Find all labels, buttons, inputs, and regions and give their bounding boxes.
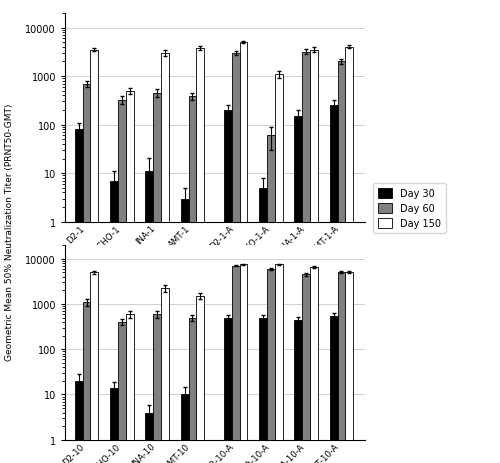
Bar <box>224 318 232 463</box>
Bar <box>118 101 126 463</box>
Bar <box>75 381 82 463</box>
Bar <box>82 84 90 463</box>
Bar <box>188 318 196 463</box>
Bar <box>240 265 248 463</box>
Text: Geometric Mean 50% Neutralization Titer (PRNT50-GMT): Geometric Mean 50% Neutralization Titer … <box>5 103 14 360</box>
Bar <box>90 50 98 463</box>
Bar <box>232 266 239 463</box>
Bar <box>259 188 267 463</box>
Bar <box>110 388 118 463</box>
Bar <box>338 63 345 463</box>
Bar <box>153 94 161 463</box>
Bar <box>196 296 204 463</box>
Bar <box>146 172 153 463</box>
Bar <box>90 273 98 463</box>
Bar <box>126 92 134 463</box>
Bar <box>338 273 345 463</box>
Bar <box>75 130 82 463</box>
Bar <box>196 49 204 463</box>
Bar <box>310 50 318 463</box>
Bar <box>180 394 188 463</box>
Bar <box>330 316 338 463</box>
Bar <box>302 52 310 463</box>
Bar <box>267 136 275 463</box>
Bar <box>267 269 275 463</box>
Bar <box>240 43 248 463</box>
Bar <box>82 302 90 463</box>
Bar <box>294 117 302 463</box>
Bar <box>294 320 302 463</box>
Legend: Day 30, Day 60, Day 150: Day 30, Day 60, Day 150 <box>373 183 446 233</box>
Bar <box>346 48 353 463</box>
Bar <box>118 322 126 463</box>
Bar <box>161 289 169 463</box>
Bar <box>302 275 310 463</box>
Bar <box>126 314 134 463</box>
Bar <box>310 268 318 463</box>
Bar <box>275 75 282 463</box>
Bar <box>153 314 161 463</box>
Bar <box>330 106 338 463</box>
Bar <box>346 273 353 463</box>
Bar <box>180 199 188 463</box>
Bar <box>146 413 153 463</box>
Bar <box>110 181 118 463</box>
Bar <box>161 54 169 463</box>
Bar <box>275 265 282 463</box>
Bar <box>259 318 267 463</box>
Bar <box>232 54 239 463</box>
Bar <box>224 111 232 463</box>
Bar <box>188 97 196 463</box>
